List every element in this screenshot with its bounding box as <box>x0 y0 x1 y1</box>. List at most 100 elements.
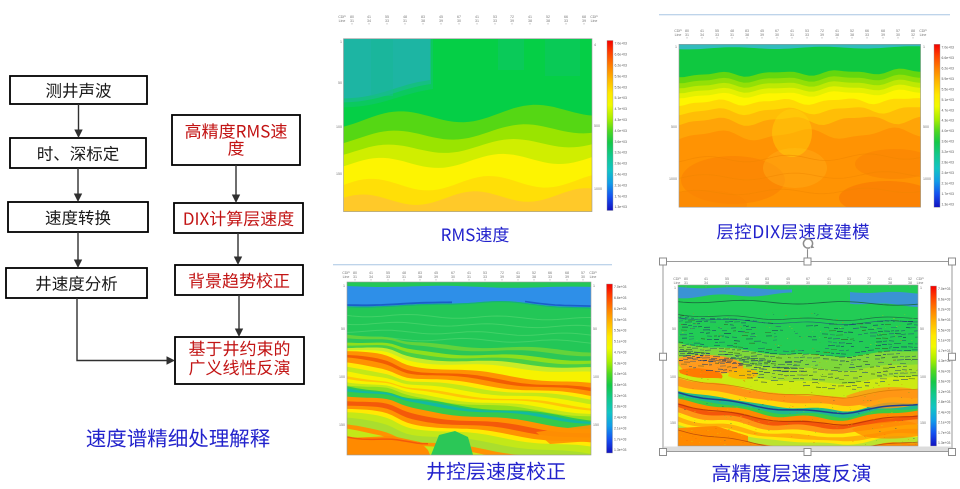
svg-text:80: 80 <box>684 277 688 281</box>
svg-text:1.7e+03: 1.7e+03 <box>615 194 627 198</box>
svg-text:31: 31 <box>685 33 689 37</box>
svg-text:33: 33 <box>493 19 497 23</box>
svg-text:38: 38 <box>908 281 912 285</box>
svg-text:34: 34 <box>367 19 371 23</box>
svg-text:6.6e+03: 6.6e+03 <box>615 53 627 57</box>
svg-text:6.2e+03: 6.2e+03 <box>614 307 626 311</box>
svg-text:31: 31 <box>790 33 794 37</box>
svg-text:31: 31 <box>827 281 831 285</box>
svg-text:2.1e+03: 2.1e+03 <box>614 427 626 431</box>
svg-text:68: 68 <box>565 271 569 275</box>
svg-text:1: 1 <box>343 284 345 288</box>
svg-text:2.4e+03: 2.4e+03 <box>938 410 950 414</box>
svg-text:CDP: CDP <box>338 15 346 19</box>
svg-text:72: 72 <box>820 29 824 33</box>
svg-text:5.5e+03: 5.5e+03 <box>942 87 954 91</box>
svg-text:4: 4 <box>594 43 596 47</box>
svg-text:4.0e+03: 4.0e+03 <box>615 129 627 133</box>
svg-text:4.7e+03: 4.7e+03 <box>615 107 627 111</box>
svg-text:67: 67 <box>451 271 455 275</box>
svg-text:7.0e+03: 7.0e+03 <box>614 285 626 289</box>
svg-text:31: 31 <box>402 275 406 279</box>
svg-text:30: 30 <box>581 275 585 279</box>
svg-text:2.8e+03: 2.8e+03 <box>615 162 627 166</box>
svg-text:33: 33 <box>385 19 389 23</box>
svg-text:41: 41 <box>367 15 371 19</box>
svg-text:80: 80 <box>350 15 354 19</box>
svg-text:4.7e+03: 4.7e+03 <box>938 349 950 353</box>
svg-text:57: 57 <box>896 29 900 33</box>
svg-text:52: 52 <box>546 15 550 19</box>
svg-text:50: 50 <box>593 327 597 331</box>
svg-text:83: 83 <box>745 29 749 33</box>
svg-text:50: 50 <box>341 327 345 331</box>
svg-text:5.5e+03: 5.5e+03 <box>615 85 627 89</box>
svg-text:Line: Line <box>591 19 598 23</box>
svg-text:83: 83 <box>421 15 425 19</box>
svg-text:3.6e+03: 3.6e+03 <box>614 383 626 387</box>
svg-text:38: 38 <box>765 281 769 285</box>
svg-text:41: 41 <box>827 277 831 281</box>
svg-text:31: 31 <box>350 19 354 23</box>
svg-text:39: 39 <box>786 281 790 285</box>
svg-text:30: 30 <box>806 281 810 285</box>
svg-text:53: 53 <box>847 277 851 281</box>
svg-text:100: 100 <box>593 375 599 379</box>
svg-text:53: 53 <box>493 15 497 19</box>
svg-text:39: 39 <box>867 281 871 285</box>
svg-text:33: 33 <box>548 275 552 279</box>
svg-text:4.3e+03: 4.3e+03 <box>615 118 627 122</box>
svg-text:31: 31 <box>730 33 734 37</box>
svg-text:150: 150 <box>920 421 926 425</box>
svg-text:1: 1 <box>675 45 677 49</box>
svg-text:1: 1 <box>340 40 342 44</box>
svg-text:Line: Line <box>917 281 924 285</box>
svg-text:6.2e+03: 6.2e+03 <box>615 64 627 68</box>
svg-text:100: 100 <box>339 375 345 379</box>
svg-text:39: 39 <box>500 275 504 279</box>
svg-text:45: 45 <box>439 15 443 19</box>
svg-text:33: 33 <box>847 281 851 285</box>
svg-text:53: 53 <box>805 29 809 33</box>
svg-text:1.3e+03: 1.3e+03 <box>614 448 626 452</box>
svg-text:33: 33 <box>725 281 729 285</box>
svg-text:41: 41 <box>369 271 373 275</box>
svg-text:4.3e+03: 4.3e+03 <box>614 361 626 365</box>
svg-text:4.7e+03: 4.7e+03 <box>614 350 626 354</box>
svg-text:4.3e+03: 4.3e+03 <box>942 119 954 123</box>
svg-text:7.0e+03: 7.0e+03 <box>942 46 954 50</box>
svg-text:CDP: CDP <box>342 271 350 275</box>
svg-text:6.6e+03: 6.6e+03 <box>614 296 626 300</box>
svg-text:31: 31 <box>684 281 688 285</box>
svg-text:6.6e+03: 6.6e+03 <box>938 298 950 302</box>
svg-text:38: 38 <box>745 33 749 37</box>
svg-text:55: 55 <box>385 15 389 19</box>
svg-text:2.8e+03: 2.8e+03 <box>942 161 954 165</box>
svg-text:53: 53 <box>483 271 487 275</box>
svg-text:33: 33 <box>865 33 869 37</box>
svg-text:3.6e+03: 3.6e+03 <box>938 380 950 384</box>
svg-text:1: 1 <box>920 286 922 290</box>
svg-text:4.7e+03: 4.7e+03 <box>942 108 954 112</box>
svg-text:3.6e+03: 3.6e+03 <box>615 140 627 144</box>
svg-text:83: 83 <box>418 271 422 275</box>
svg-text:2.1e+03: 2.1e+03 <box>615 183 627 187</box>
svg-text:38: 38 <box>888 281 892 285</box>
svg-text:39: 39 <box>760 33 764 37</box>
svg-text:500: 500 <box>594 124 600 128</box>
svg-text:67: 67 <box>806 277 810 281</box>
svg-text:66: 66 <box>865 29 869 33</box>
svg-text:31: 31 <box>353 275 357 279</box>
svg-text:50: 50 <box>672 327 676 331</box>
svg-text:38: 38 <box>546 19 550 23</box>
svg-text:3.2e+03: 3.2e+03 <box>614 394 626 398</box>
svg-text:30: 30 <box>775 33 779 37</box>
svg-text:39: 39 <box>434 275 438 279</box>
svg-text:39: 39 <box>582 19 586 23</box>
svg-text:100: 100 <box>336 125 342 129</box>
svg-text:1: 1 <box>593 284 595 288</box>
svg-text:88: 88 <box>911 29 915 33</box>
svg-text:5.9e+03: 5.9e+03 <box>615 74 627 78</box>
svg-text:100: 100 <box>670 375 676 379</box>
svg-text:500: 500 <box>923 125 929 129</box>
